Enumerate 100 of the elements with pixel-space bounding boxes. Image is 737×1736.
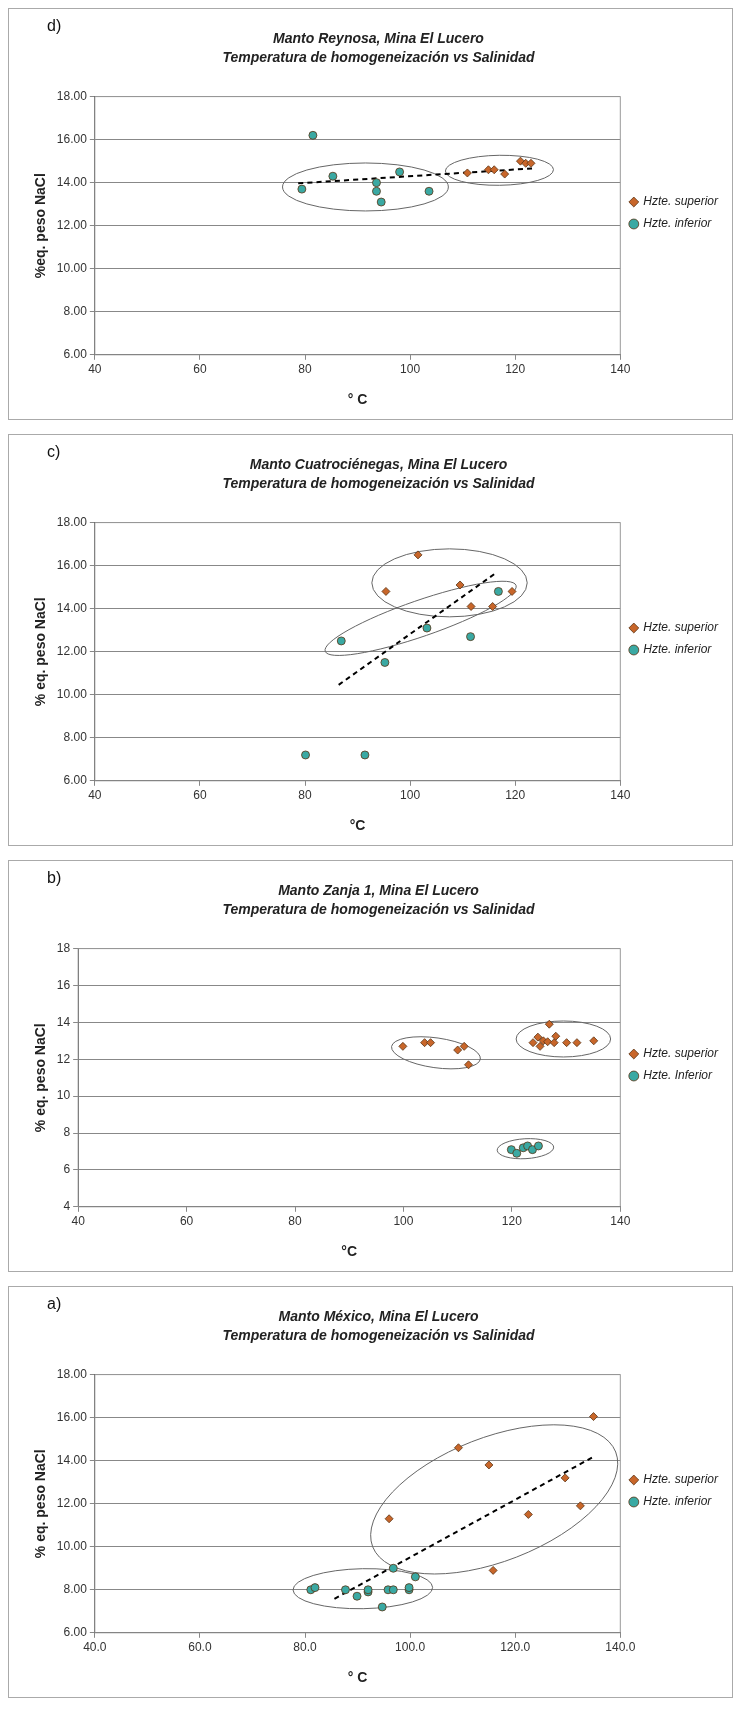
text: b) [47, 869, 62, 887]
y-tick-label: 6.00 [63, 773, 88, 788]
point [424, 186, 434, 196]
y-tick-label: 8.00 [63, 730, 88, 745]
y-tick-label: 16.00 [56, 131, 88, 146]
point [341, 1585, 350, 1595]
y-tick-label: 8.00 [63, 1582, 88, 1597]
legend-label: Hzte. superior [643, 1046, 719, 1061]
point [308, 130, 318, 140]
x-tick-label: 140.0 [605, 1640, 636, 1655]
point [426, 1038, 435, 1048]
point [533, 1032, 543, 1042]
legend-label: Hzte. superior [643, 620, 719, 635]
point [381, 587, 391, 596]
point [410, 1572, 420, 1582]
y-tick-label: 4 [63, 1199, 71, 1214]
chart-title: Manto Cuatrociénegas, Mina El Lucero [249, 456, 508, 473]
point [489, 165, 499, 175]
point [380, 658, 390, 667]
chart-subtitle: Temperatura de homogeneización vs Salinidad [222, 901, 536, 918]
point [462, 168, 472, 178]
point [516, 156, 525, 166]
x-tick-label: 120 [501, 1214, 523, 1229]
point [466, 632, 475, 642]
x-tick-label: 40 [71, 1214, 86, 1229]
point [488, 602, 498, 611]
point [549, 1038, 559, 1048]
y-tick-label: 6.00 [63, 347, 88, 362]
x-axis-title: ° C [347, 1669, 368, 1686]
point [464, 1060, 473, 1070]
x-tick-label: 40.0 [83, 1640, 107, 1655]
y-axis-title: %eq. peso NaCl [32, 173, 49, 279]
y-tick-label: 14.00 [56, 174, 88, 189]
text: d) [47, 17, 62, 35]
point [507, 587, 517, 596]
y-tick-label: 16.00 [56, 557, 88, 572]
point [388, 1563, 398, 1573]
point [589, 1412, 598, 1421]
point [328, 171, 338, 181]
chart-title: Manto México, Mina El Lucero [278, 1308, 479, 1325]
y-tick-label: 10.00 [56, 261, 88, 276]
point [384, 1514, 394, 1524]
legend-label: Hzte. Inferior [643, 1068, 713, 1083]
y-axis-title: % eq. peso NaCl [32, 1449, 49, 1559]
point [562, 1038, 572, 1048]
x-tick-label: 120 [505, 362, 526, 377]
chart-subtitle: Temperatura de homogeneización vs Salinidad [222, 475, 536, 492]
point [360, 750, 370, 760]
x-tick-label: 140 [610, 1214, 631, 1229]
x-tick-label: 100 [393, 1214, 414, 1229]
x-tick-label: 100.0 [395, 1640, 426, 1655]
point [535, 1041, 545, 1051]
y-tick-label: 8 [63, 1125, 71, 1140]
y-tick-label: 10.00 [56, 687, 88, 702]
y-tick-label: 18 [56, 940, 71, 955]
y-tick-label: 16.00 [56, 1409, 88, 1424]
x-axis-title: ° C [347, 391, 368, 408]
point [372, 178, 381, 188]
point [398, 1041, 408, 1051]
x-tick-label: 60 [193, 362, 207, 377]
point [454, 1443, 463, 1453]
point [512, 1148, 522, 1158]
x-axis-title: °C [341, 1243, 358, 1260]
point [543, 1037, 553, 1047]
point [459, 1041, 469, 1051]
x-axis-title: °C [349, 817, 366, 834]
x-tick-label: 100 [400, 362, 421, 377]
x-tick-label: 40 [88, 788, 102, 803]
y-tick-label: 6.00 [63, 1625, 88, 1640]
point [455, 580, 465, 590]
point [500, 169, 510, 179]
y-tick-label: 18.00 [56, 514, 88, 529]
point [301, 750, 310, 760]
y-tick-label: 12 [56, 1051, 71, 1066]
x-tick-label: 140 [610, 362, 631, 377]
point [526, 158, 536, 168]
point [484, 165, 493, 175]
y-tick-label: 12.00 [56, 644, 88, 659]
text: a) [47, 1295, 62, 1313]
y-tick-label: 10.00 [56, 1539, 88, 1554]
legend-label: Hzte. inferior [643, 1494, 713, 1509]
y-tick-label: 16 [56, 977, 71, 992]
point [466, 602, 476, 611]
legend-label: Hzte. superior [643, 1472, 719, 1487]
x-tick-label: 120.0 [500, 1640, 531, 1655]
y-tick-label: 18.00 [56, 88, 88, 103]
y-tick-label: 8.00 [63, 304, 88, 319]
point [484, 1460, 494, 1470]
x-tick-label: 60 [193, 788, 207, 803]
point [589, 1036, 599, 1046]
x-tick-label: 140 [610, 788, 631, 803]
point [528, 1038, 538, 1048]
chart-title: Manto Zanja 1, Mina El Lucero [278, 882, 480, 899]
legend-label: Hzte. superior [643, 194, 719, 209]
x-tick-label: 80.0 [293, 1640, 318, 1655]
point [297, 184, 307, 194]
point [572, 1038, 582, 1048]
point [336, 636, 346, 646]
y-tick-label: 14.00 [56, 600, 88, 615]
point [528, 1145, 537, 1155]
